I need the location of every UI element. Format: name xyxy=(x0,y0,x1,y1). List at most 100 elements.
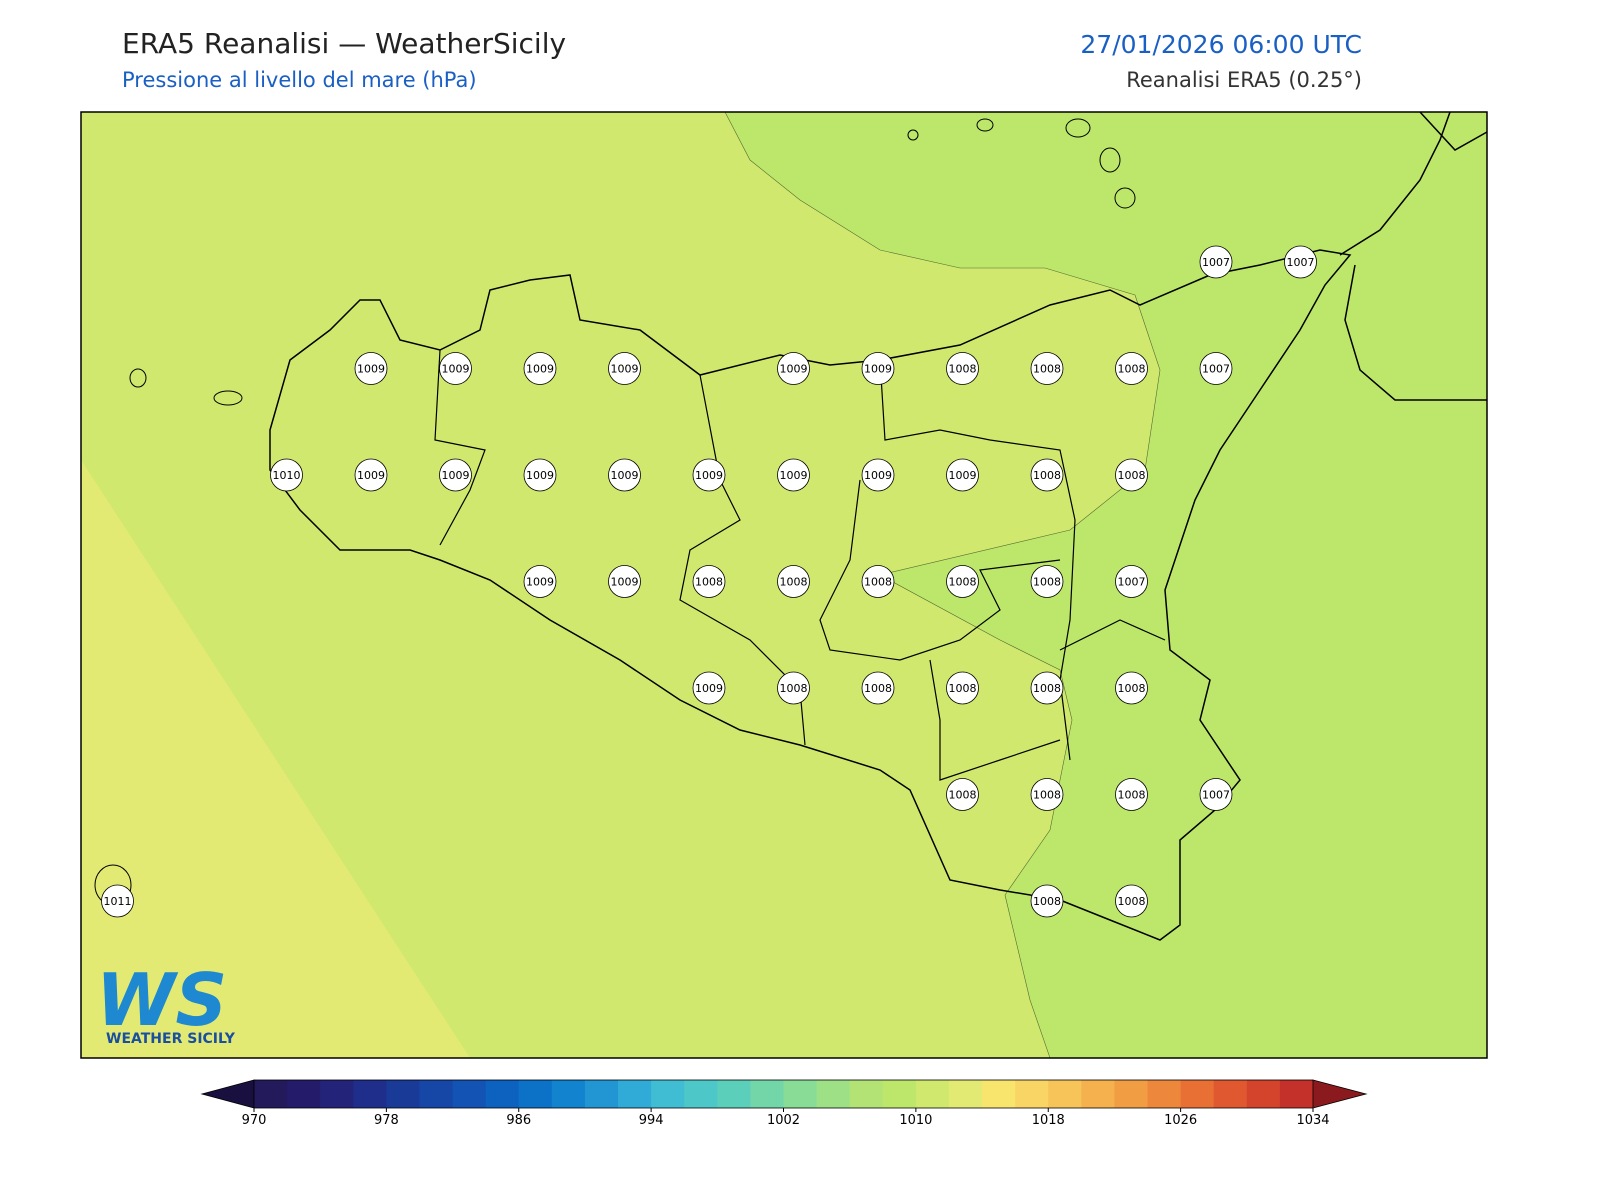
station-circle xyxy=(354,458,388,492)
station-value: 1008 xyxy=(1118,789,1146,802)
colorbar-segment xyxy=(1015,1080,1049,1108)
station-value: 1008 xyxy=(1033,895,1061,908)
station-circle xyxy=(777,458,810,492)
coastline xyxy=(269,249,1352,941)
station: 1008 xyxy=(946,778,979,811)
station-circle xyxy=(1030,458,1064,492)
station-value: 1009 xyxy=(526,363,554,376)
island xyxy=(976,118,994,132)
station-circle xyxy=(946,671,979,705)
station-value: 1008 xyxy=(864,576,892,589)
station-value: 1008 xyxy=(1118,363,1146,376)
station-circle xyxy=(692,671,726,705)
colorbar-tick-label: 1026 xyxy=(1164,1113,1197,1128)
colorbar-segment xyxy=(1114,1080,1149,1108)
station: 1007 xyxy=(1284,245,1317,279)
station-circle xyxy=(1284,245,1317,279)
station-circle xyxy=(1199,352,1233,385)
station-circle xyxy=(1030,565,1064,598)
station: 1009 xyxy=(608,565,641,598)
station-value: 1009 xyxy=(864,469,892,482)
station-circle xyxy=(523,458,557,492)
station: 1007 xyxy=(1199,245,1233,279)
station-value: 1009 xyxy=(780,469,808,482)
station: 1009 xyxy=(946,458,979,492)
colorbar-segment xyxy=(485,1080,520,1108)
colorbar-segment xyxy=(982,1080,1016,1108)
station: 1007 xyxy=(1115,565,1148,598)
station-value: 1009 xyxy=(611,363,639,376)
station-circle xyxy=(1030,884,1064,918)
colorbar-segment xyxy=(320,1080,354,1108)
colorbar-tick-label: 994 xyxy=(639,1113,664,1128)
station-circle xyxy=(946,778,979,811)
station-circle xyxy=(608,565,641,598)
colorbar-tick-label: 986 xyxy=(506,1113,531,1128)
station: 1008 xyxy=(777,671,810,705)
calabria-coast xyxy=(1344,264,1487,401)
station-value: 1008 xyxy=(1033,576,1061,589)
station: 1009 xyxy=(608,352,641,385)
station-value: 1008 xyxy=(695,576,723,589)
station: 1008 xyxy=(1030,352,1064,385)
station-value: 1009 xyxy=(611,469,639,482)
station: 1007 xyxy=(1199,778,1233,811)
colorbar-segment xyxy=(783,1080,818,1108)
station: 1009 xyxy=(523,352,557,385)
station: 1009 xyxy=(523,565,557,598)
station-circle xyxy=(946,458,979,492)
station-value: 1008 xyxy=(864,682,892,695)
station-value: 1008 xyxy=(949,363,977,376)
station-value: 1007 xyxy=(1202,789,1230,802)
map-frame xyxy=(80,111,1488,1059)
island xyxy=(213,390,243,406)
island xyxy=(907,129,919,141)
map: 1007 1007 1009 1009 1009 1009 1009 1009 1008 1008… xyxy=(80,111,1488,1059)
station: 1009 xyxy=(861,352,895,385)
station-value: 1008 xyxy=(1033,789,1061,802)
colorbar-segment xyxy=(717,1080,751,1108)
station-value: 1008 xyxy=(1033,469,1061,482)
station-value: 1007 xyxy=(1118,576,1146,589)
station-circle xyxy=(946,352,979,385)
colorbar-segment xyxy=(1246,1080,1281,1108)
station: 1007 xyxy=(1199,352,1233,385)
colorbar-segment xyxy=(816,1080,851,1108)
island xyxy=(129,368,147,388)
station-value: 1009 xyxy=(442,469,470,482)
station: 1009 xyxy=(692,458,726,492)
colorbar-segment xyxy=(849,1080,884,1108)
colorbar: 970 978 986 994 1002 1010 1018 1026 1034 xyxy=(200,1079,1368,1128)
station-circle xyxy=(1115,565,1148,598)
logo: WS WEATHER SICILY xyxy=(96,958,236,1047)
colorbar-tick-label: 978 xyxy=(374,1113,399,1128)
station-circle xyxy=(777,671,810,705)
colorbar-segment xyxy=(684,1080,718,1108)
subtitle: Pressione al livello del mare (hPa) xyxy=(122,68,477,92)
station: 1008 xyxy=(861,565,895,598)
station-circle xyxy=(1115,778,1148,811)
station-circle xyxy=(523,565,557,598)
station-value: 1008 xyxy=(1118,469,1146,482)
station: 1008 xyxy=(777,565,810,598)
station-circle xyxy=(1199,245,1233,279)
station: 1009 xyxy=(354,352,388,385)
station-circle xyxy=(1030,778,1064,811)
colorbar-tick-label: 1002 xyxy=(767,1113,800,1128)
logo-text: WEATHER SICILY xyxy=(106,1031,236,1047)
station: 1008 xyxy=(861,671,895,705)
station-value: 1009 xyxy=(780,363,808,376)
station-circle xyxy=(608,352,641,385)
station-value: 1008 xyxy=(949,682,977,695)
province-border xyxy=(434,349,486,546)
station: 1011 xyxy=(101,884,134,918)
station: 1008 xyxy=(1030,884,1064,918)
station-circle xyxy=(861,565,895,598)
colorbar-segment xyxy=(518,1080,553,1108)
station: 1008 xyxy=(1030,565,1064,598)
colorbar-segment xyxy=(452,1080,487,1108)
station-value: 1011 xyxy=(104,895,132,908)
station: 1008 xyxy=(692,565,726,598)
station: 1009 xyxy=(777,458,810,492)
